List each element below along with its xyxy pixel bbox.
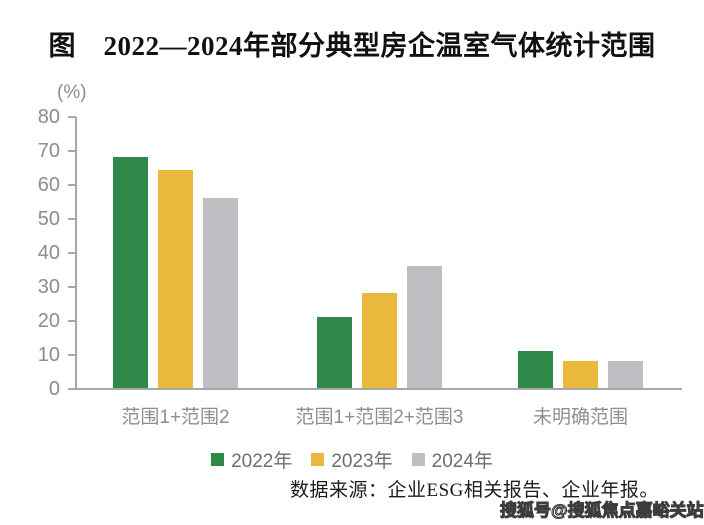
legend-swatch-icon	[211, 453, 225, 466]
y-axis-tick	[68, 354, 76, 356]
y-axis-tick-label: 70	[37, 140, 60, 162]
y-axis-line	[75, 117, 77, 390]
legend: 2022年 2023年 2024年	[0, 446, 704, 473]
bar-2022年-范围1+范围2+范围3	[317, 317, 352, 388]
x-axis-category-label: 范围1+范围2	[121, 407, 230, 428]
legend-swatch-icon	[411, 453, 425, 466]
y-axis-tick-label: 50	[37, 208, 60, 230]
legend-swatch-icon	[311, 453, 325, 466]
y-axis-tick	[68, 252, 76, 254]
legend-label: 2024年	[431, 451, 493, 472]
y-axis-tick-label: 0	[48, 378, 60, 400]
y-axis-tick-label: 60	[37, 174, 60, 196]
chart-title: 图 2022—2024年部分典型房企温室气体统计范围	[48, 31, 656, 61]
legend-label: 2023年	[331, 451, 393, 472]
bar-2023年-范围1+范围2	[158, 170, 193, 388]
y-axis-tick	[68, 286, 76, 288]
bar-2022年-未明确范围	[518, 351, 553, 388]
bar-2023年-范围1+范围2+范围3	[362, 293, 397, 388]
y-axis-tick-label: 20	[37, 310, 60, 332]
legend-item-2024年: 2024年	[411, 446, 493, 473]
bar-2024年-范围1+范围2+范围3	[407, 266, 442, 388]
x-axis-category-label: 范围1+范围2+范围3	[295, 407, 464, 428]
y-axis-tick	[68, 116, 76, 118]
bar-2024年-范围1+范围2	[203, 198, 238, 388]
bar-2022年-范围1+范围2	[113, 157, 148, 388]
legend-item-2022年: 2022年	[211, 446, 292, 473]
y-axis-tick	[68, 150, 76, 152]
y-axis-tick	[68, 388, 76, 390]
bar-2023年-未明确范围	[563, 361, 598, 388]
source-note: 数据来源：企业ESG相关报告、企业年报。	[290, 480, 659, 501]
y-axis-tick	[68, 218, 76, 220]
x-axis-line	[68, 388, 682, 390]
y-axis-tick-label: 30	[37, 276, 60, 298]
bar-2024年-未明确范围	[608, 361, 643, 388]
y-axis-tick	[68, 184, 76, 186]
y-axis-tick	[68, 320, 76, 322]
y-axis-tick-label: 40	[37, 242, 60, 264]
legend-item-2023年: 2023年	[311, 446, 393, 473]
y-axis-unit-label: (%)	[57, 82, 87, 103]
watermark: 搜狐号@搜狐焦点嘉峪关站	[500, 501, 704, 521]
legend-label: 2022年	[231, 451, 293, 472]
x-axis-category-label: 未明确范围	[532, 407, 628, 428]
y-axis-tick-label: 10	[37, 344, 60, 366]
y-axis-tick-label: 80	[37, 106, 60, 128]
